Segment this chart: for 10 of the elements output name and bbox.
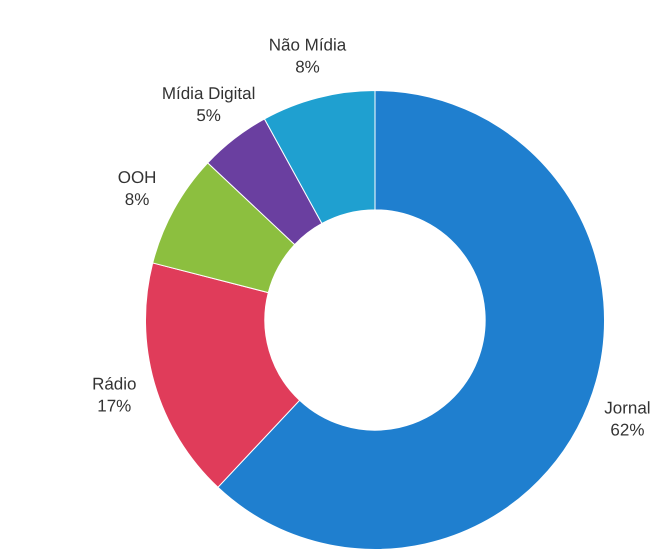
data-label: 8% (295, 58, 320, 77)
slice-label: Jornal (604, 398, 651, 418)
data-label: 62% (610, 420, 644, 440)
slice-label: Rádio (92, 374, 136, 394)
slice-label: OOH (118, 168, 156, 187)
data-label: 17% (97, 396, 132, 416)
data-label: 5% (196, 106, 221, 126)
slice-label: Mídia Digital (162, 84, 256, 104)
slice-label: Não Mídia (268, 36, 347, 55)
data-label: 8% (124, 190, 150, 209)
